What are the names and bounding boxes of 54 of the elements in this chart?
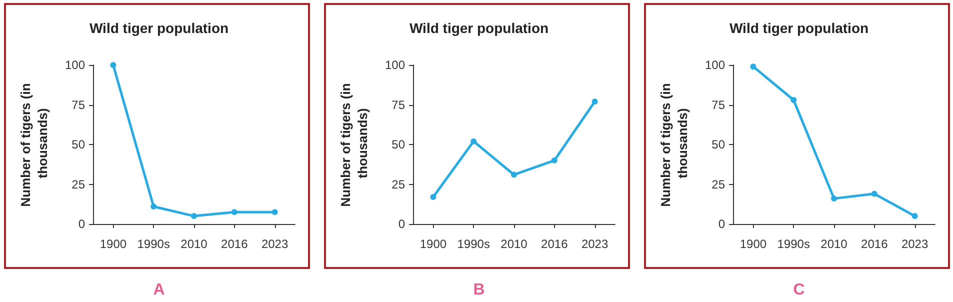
chart-title: Wild tiger population — [89, 20, 229, 36]
y-tick-label: 75 — [392, 98, 406, 112]
y-tick-label: 50 — [72, 138, 86, 152]
x-tick-label: 1990s — [137, 237, 170, 251]
x-tick-label: 1900 — [420, 237, 447, 251]
point — [231, 209, 238, 216]
x-tick-label: 1900 — [740, 237, 767, 251]
point — [430, 194, 436, 200]
y-tick-label: 50 — [712, 138, 726, 152]
point — [150, 204, 157, 210]
text: A — [153, 282, 166, 298]
point — [470, 138, 477, 144]
point — [912, 213, 918, 220]
x-tick-label: 1990s — [777, 237, 810, 251]
y-tick-label: 0 — [398, 217, 406, 231]
y-axis-title: Number of tigers (in thousands) — [658, 83, 690, 207]
y-tick-label: 100 — [704, 58, 726, 72]
point — [871, 190, 878, 197]
y-tick-label: 100 — [64, 58, 86, 72]
x-tick-label: 1990s — [457, 237, 490, 251]
y-tick-label: 0 — [78, 217, 86, 231]
point — [790, 96, 797, 103]
y-axis-title: Number of tigers (in thousands) — [18, 83, 50, 207]
x-tick-label: 2023 — [261, 237, 288, 251]
point — [831, 196, 837, 202]
chart-title: Wild tiger population — [409, 20, 549, 36]
y-tick-label: 75 — [712, 98, 726, 112]
y-axis-title: Number of tigers (in thousands) — [338, 83, 370, 207]
x-tick-label: 2010 — [180, 237, 208, 251]
text: B — [473, 282, 485, 298]
point — [551, 157, 558, 164]
point — [592, 98, 598, 105]
y-tick-label: 0 — [718, 217, 726, 231]
y-tick-label: 50 — [392, 138, 406, 152]
y-tick-label: 25 — [712, 177, 726, 192]
point — [511, 172, 517, 178]
chart-title: Wild tiger population — [729, 20, 869, 36]
text: C — [793, 282, 806, 298]
point — [750, 64, 756, 70]
point — [191, 213, 197, 220]
x-tick-label: 1900 — [100, 237, 127, 251]
x-tick-label: 2016 — [541, 237, 568, 251]
y-tick-label: 100 — [384, 58, 406, 72]
point — [272, 209, 278, 216]
x-tick-label: 2010 — [820, 237, 848, 251]
x-tick-label: 2016 — [861, 237, 888, 251]
x-tick-label: 2016 — [221, 237, 248, 251]
x-tick-label: 2010 — [500, 237, 528, 251]
x-tick-label: 2023 — [901, 237, 928, 251]
y-tick-label: 25 — [72, 177, 86, 192]
y-tick-label: 75 — [72, 98, 86, 112]
x-tick-label: 2023 — [581, 237, 608, 251]
y-tick-label: 25 — [392, 177, 406, 192]
point — [110, 62, 116, 68]
